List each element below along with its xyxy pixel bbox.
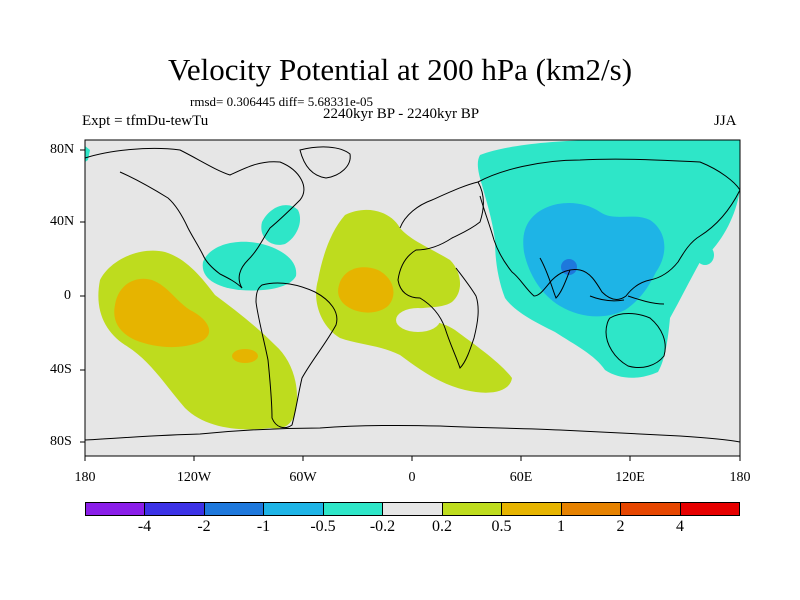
colorbar-swatch-5: [383, 503, 443, 515]
atlantic-positive-region: [316, 209, 512, 393]
pacific-small-patch: [232, 349, 258, 363]
colorbar-label: 2: [616, 518, 625, 535]
lon-label-180e: 180: [729, 470, 751, 485]
colorbar-swatch-2: [204, 503, 265, 515]
colorbar-label: -2: [197, 518, 211, 535]
plot-title: Velocity Potential at 200 hPa (km2/s): [167, 52, 633, 87]
north-america-teal-region: [261, 205, 301, 245]
colorbar-swatch-4: [323, 503, 384, 515]
stats-subtitle: rmsd= 0.306445 diff= 5.68331e-05: [190, 94, 374, 109]
lon-label-60e: 60E: [509, 470, 533, 485]
lon-label-180w: 180: [74, 470, 96, 485]
colorbar-label: 1: [557, 518, 565, 535]
coastlines: [85, 146, 740, 443]
colorbar-label: 0.2: [432, 518, 452, 535]
colorbar-label: 0.5: [491, 518, 512, 535]
atlantic-core-region: [338, 267, 394, 313]
lat-label-40s: 40S: [50, 362, 72, 377]
lat-label-0: 0: [64, 288, 71, 303]
colorbar-label: 4: [676, 518, 684, 535]
colorbar-swatch-3: [264, 503, 324, 515]
colorbar-label: -0.5: [310, 518, 336, 535]
period-label: 2240kyr BP - 2240kyr BP: [323, 106, 480, 122]
colorbar-label: -4: [137, 518, 152, 535]
pacific-core-region: [114, 278, 210, 348]
colorbar-swatch-6: [442, 503, 503, 515]
colorbar-swatch-7: [502, 503, 562, 515]
caribbean-teal-region: [202, 241, 297, 291]
season-label: JJA: [714, 113, 737, 129]
asia-blue-region: [523, 202, 665, 317]
colorbar-swatch-10: [680, 503, 739, 515]
colorbar-swatch-9: [621, 503, 681, 515]
lat-label-80n: 80N: [50, 142, 75, 157]
atlantic-neutral-hole: [396, 308, 440, 332]
colorbar-swatch-8: [561, 503, 622, 515]
colorbar-swatch-0: [86, 503, 146, 515]
colorbar: [85, 502, 740, 516]
lon-label-60w: 60W: [289, 470, 317, 485]
lat-ticks: [80, 149, 85, 443]
lon-label-120e: 120E: [615, 470, 645, 485]
colorbar-label: -1: [256, 518, 271, 535]
lon-label-0: 0: [408, 470, 416, 485]
experiment-label: Expt = tfmDu-tewTu: [82, 113, 209, 129]
west-pacific-teal-region: [696, 245, 714, 265]
lat-label-80s: 80S: [50, 434, 72, 449]
colorbar-label: -0.2: [369, 518, 396, 535]
lon-label-120w: 120W: [176, 470, 212, 485]
lon-ticks: [84, 456, 741, 461]
lat-label-40n: 40N: [50, 214, 75, 229]
colorbar-swatch-1: [145, 503, 205, 515]
